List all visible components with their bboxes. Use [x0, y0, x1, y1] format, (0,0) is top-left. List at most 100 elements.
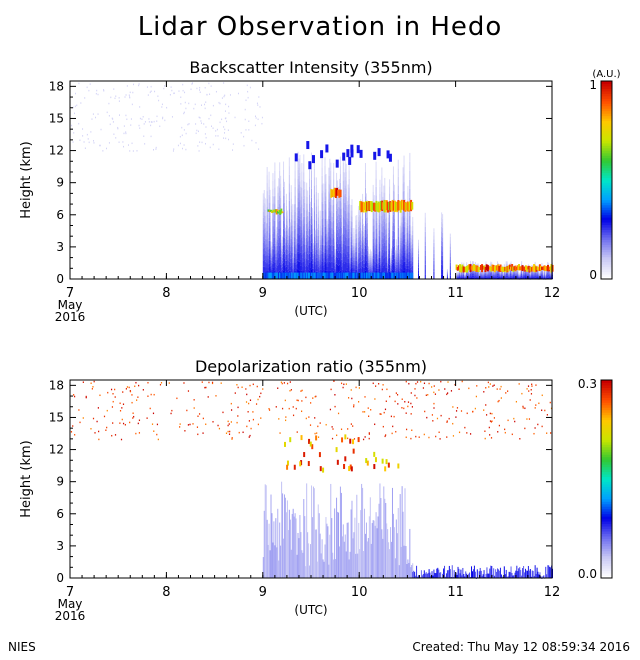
signal-cell	[371, 264, 373, 267]
noise-cell	[228, 105, 230, 108]
colorbar-segment	[601, 192, 612, 196]
noise-cell	[205, 142, 207, 145]
noise-point	[385, 400, 387, 403]
noise-cell	[254, 115, 256, 118]
signal-cell	[509, 275, 511, 277]
signal-cell	[523, 273, 525, 275]
signal-cell	[550, 275, 552, 277]
cloud-cell	[537, 267, 540, 271]
noise-cell	[79, 139, 81, 142]
signal-cell	[318, 270, 320, 273]
signal-cell	[386, 267, 388, 274]
signal-cell	[275, 240, 277, 244]
signal-cell	[539, 272, 541, 274]
boundary-cell	[307, 272, 309, 279]
signal-cell	[533, 272, 535, 274]
signal-cell	[316, 253, 318, 258]
noise-point	[529, 399, 531, 401]
signal-cell	[377, 263, 379, 266]
signal-cell	[480, 277, 482, 279]
signal-cell	[491, 275, 493, 277]
signal-cell	[441, 264, 443, 270]
signal-cell	[368, 264, 370, 267]
signal-cell	[290, 252, 292, 259]
noise-point	[93, 380, 95, 383]
signal-cell	[523, 271, 525, 273]
cloud-cell	[540, 265, 543, 271]
signal-cell	[268, 202, 270, 210]
signal-cell	[512, 272, 514, 274]
signal-cell	[505, 272, 507, 274]
signal-cell	[404, 256, 406, 262]
signal-cell	[314, 261, 316, 266]
cloud-cell	[456, 266, 459, 271]
signal-cell	[375, 178, 377, 187]
depol-column	[270, 494, 272, 578]
signal-cell	[303, 252, 305, 262]
signal-cell	[539, 271, 541, 273]
signal-cell	[322, 217, 324, 225]
signal-cell	[546, 270, 548, 272]
noise-point	[135, 381, 137, 384]
cloud-cell	[408, 201, 411, 211]
signal-cell	[333, 229, 335, 238]
colorbar-segment	[601, 239, 612, 243]
signal-cell	[402, 183, 404, 192]
noise-cell	[153, 149, 155, 151]
signal-cell	[280, 242, 282, 250]
noise-point	[468, 387, 470, 390]
signal-cell	[265, 251, 267, 256]
signal-cell	[376, 238, 378, 244]
signal-cell	[286, 239, 288, 245]
signal-cell	[477, 277, 479, 279]
noise-point	[393, 415, 395, 418]
signal-cell	[500, 273, 502, 275]
signal-cell	[549, 273, 551, 275]
colorbar-segment	[601, 276, 612, 280]
noise-point	[301, 410, 303, 413]
signal-cell	[418, 276, 420, 279]
signal-cell	[293, 214, 295, 221]
noise-point	[368, 437, 370, 440]
signal-cell	[514, 271, 516, 273]
signal-cell	[353, 264, 355, 269]
signal-cell	[344, 244, 346, 254]
boundary-cell	[388, 272, 390, 279]
signal-cell	[339, 244, 341, 253]
depol-column	[288, 509, 290, 578]
signal-cell	[270, 255, 272, 258]
cloud-cell	[268, 210, 271, 213]
signal-cell	[267, 261, 269, 265]
signal-cell	[534, 274, 536, 276]
noise-point	[131, 401, 133, 404]
signal-cell	[355, 269, 357, 275]
noise-point	[252, 383, 254, 386]
signal-cell	[313, 177, 315, 186]
noise-point	[331, 426, 333, 428]
signal-cell	[269, 215, 271, 222]
signal-cell	[469, 276, 471, 278]
signal-cell	[310, 229, 312, 235]
signal-cell	[543, 273, 545, 275]
signal-cell	[404, 216, 406, 222]
signal-cell	[462, 274, 464, 276]
signal-cell	[408, 258, 410, 262]
signal-cell	[493, 274, 495, 276]
signal-cell	[399, 244, 401, 249]
signal-cell	[370, 271, 372, 274]
signal-cell	[486, 274, 488, 276]
noise-point	[332, 428, 334, 430]
signal-cell	[399, 256, 401, 260]
noise-cell	[103, 90, 105, 92]
signal-cell	[506, 272, 508, 274]
signal-cell	[364, 221, 366, 230]
signal-cell	[521, 276, 523, 278]
signal-cell	[530, 272, 532, 274]
signal-cell	[395, 267, 397, 271]
cloud-cell	[407, 202, 410, 212]
signal-cell	[313, 236, 315, 246]
signal-cell	[491, 271, 493, 273]
noise-point	[415, 382, 417, 385]
noise-point	[434, 393, 437, 395]
noise-point	[352, 425, 354, 427]
